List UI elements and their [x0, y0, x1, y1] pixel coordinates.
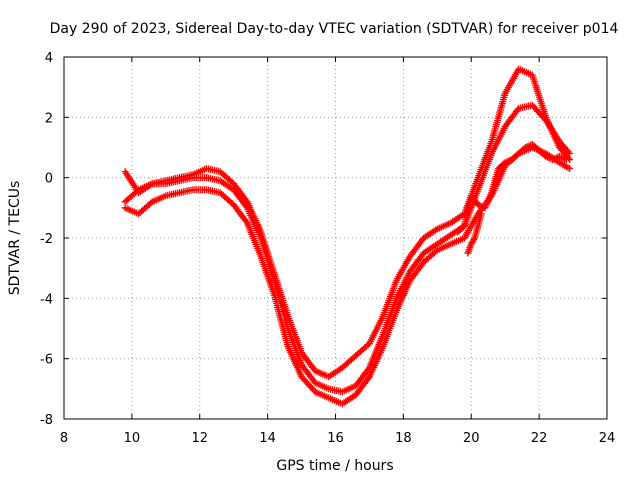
- data-point: [364, 374, 372, 382]
- data-point: [564, 148, 572, 156]
- x-axis-label: GPS time / hours: [276, 458, 393, 474]
- y-tick-label: -6: [40, 353, 53, 368]
- data-point: [562, 156, 570, 164]
- x-tick-label: 14: [259, 431, 276, 446]
- x-tick-label: 12: [191, 431, 208, 446]
- data-point: [477, 210, 485, 218]
- series-track-d: [454, 140, 570, 236]
- series-track-a: [121, 65, 574, 381]
- data-point: [566, 165, 574, 173]
- data-point: [566, 150, 574, 158]
- x-tick-label: 22: [531, 431, 548, 446]
- y-tick-label: -4: [40, 292, 53, 307]
- x-tick-label: 8: [60, 431, 68, 446]
- y-tick-label: 4: [45, 51, 53, 66]
- y-tick-label: -8: [40, 413, 53, 428]
- grid: [64, 57, 607, 419]
- x-tick-label: 10: [124, 431, 141, 446]
- x-tick-label: 18: [395, 431, 412, 446]
- data-point: [470, 236, 478, 244]
- series-track-b: [121, 101, 574, 396]
- x-tick-label: 24: [599, 431, 616, 446]
- chart-title: Day 290 of 2023, Sidereal Day-to-day VTE…: [50, 21, 619, 37]
- series-track-e: [464, 210, 485, 257]
- data-point: [242, 217, 250, 225]
- y-tick-label: 0: [45, 172, 53, 187]
- x-tick-label: 20: [463, 431, 480, 446]
- y-tick-label: 2: [45, 111, 53, 126]
- y-axis-label: SDTVAR / TECUs: [7, 181, 23, 296]
- x-tick-label: 16: [327, 431, 344, 446]
- series-track-c: [121, 144, 574, 408]
- data-point: [242, 202, 250, 210]
- data-marks: [121, 65, 574, 408]
- y-tick-label: -2: [40, 232, 53, 247]
